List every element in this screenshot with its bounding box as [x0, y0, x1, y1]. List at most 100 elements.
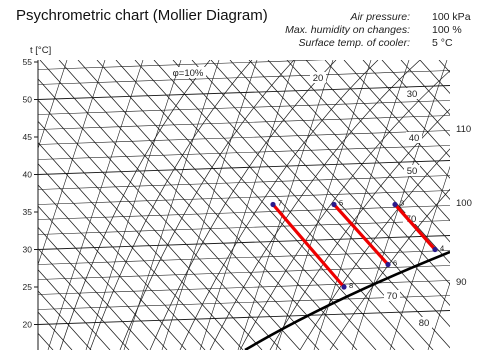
state-point-marker — [392, 201, 398, 208]
humidity-line — [161, 60, 258, 350]
chart-grid — [0, 60, 488, 350]
enthalpy-line — [343, 60, 450, 179]
isotherm-line — [38, 160, 450, 175]
humidity-line — [351, 60, 448, 350]
chart-labels: 20 30 40 50 70 70 80 φ=10% 110 100 90 — [170, 67, 472, 329]
state-point-label: 6 — [393, 259, 397, 268]
enthalpy-line — [38, 311, 73, 350]
enthalpy-line — [477, 60, 488, 350]
rh-label-bg — [416, 317, 432, 328]
y-tick-label: 45 — [23, 132, 33, 142]
enthalpy-line — [191, 60, 450, 349]
isotherm-line — [38, 100, 450, 115]
isotherm-line — [38, 190, 450, 205]
humidity-line — [275, 60, 372, 350]
enthalpy-line — [0, 60, 15, 350]
enthalpy-line — [38, 226, 149, 350]
air-pressure-label: Air pressure: — [350, 11, 410, 23]
y-tick-label: 35 — [23, 207, 33, 217]
rh-label: 20 — [313, 73, 324, 84]
isotherm-line — [38, 265, 450, 280]
cooler-temp-value: 5 °C — [432, 37, 453, 49]
y-tick-label: 55 — [23, 57, 33, 67]
y-tick-label: 30 — [23, 245, 33, 255]
humidity-line — [237, 60, 334, 350]
humidity-line — [313, 60, 410, 350]
relative-humidity-curve — [269, 108, 450, 350]
humidity-line — [123, 60, 220, 350]
isotherm-line — [38, 175, 450, 190]
max-humidity-label: Max. humidity on changes: — [285, 24, 410, 36]
state-point-marker — [270, 201, 276, 208]
enthalpy-line — [38, 184, 187, 350]
relative-humidity-curve — [59, 60, 211, 350]
state-point-marker — [385, 261, 391, 268]
state-point-label: 3 — [400, 199, 404, 208]
humidity-line — [85, 60, 182, 350]
state-point-label: 5 — [339, 199, 343, 208]
relative-humidity-curve — [179, 60, 379, 350]
relative-humidity-curve — [329, 188, 450, 350]
humidity-line — [427, 281, 450, 350]
rh-label-bg — [384, 290, 400, 301]
enthalpy-line — [381, 60, 450, 137]
enthalpy-line — [38, 163, 206, 350]
enthalpy-label: 90 — [456, 277, 467, 288]
humidity-line — [199, 60, 296, 350]
rh-label-bg — [406, 132, 422, 143]
enthalpy-line — [153, 60, 415, 350]
process-line — [393, 202, 437, 252]
relative-humidity-curve — [209, 60, 421, 350]
enthalpy-line — [38, 141, 225, 350]
isotherm-line — [38, 70, 450, 85]
cooler-temp-label: Surface temp. of cooler: — [298, 37, 410, 49]
enthalpy-line — [286, 60, 450, 243]
humidity-line — [38, 60, 68, 150]
enthalpy-line — [38, 290, 92, 350]
enthalpy-line — [324, 60, 450, 200]
isotherm-line — [38, 235, 450, 250]
chart-title: Psychrometric chart (Mollier Diagram) — [16, 7, 268, 24]
rh-label: 30 — [407, 89, 418, 100]
rh-label: 80 — [419, 318, 430, 329]
enthalpy-line — [38, 205, 168, 350]
state-point-marker — [341, 284, 347, 290]
enthalpy-line — [267, 60, 450, 264]
relative-humidity-curve — [89, 60, 253, 350]
enthalpy-label: 100 — [456, 198, 472, 209]
enthalpy-line — [77, 60, 339, 350]
process-line — [332, 202, 390, 267]
rh-label: 70 — [387, 291, 398, 302]
rh-main-label-bg — [170, 67, 206, 78]
enthalpy-label: 110 — [456, 124, 471, 135]
state-point-marker — [432, 246, 438, 253]
process-lines — [271, 202, 437, 289]
relative-humidity-curve — [239, 70, 450, 350]
isotherm-line — [38, 60, 327, 70]
enthalpy-line — [38, 78, 282, 350]
isotherm-line — [38, 310, 450, 325]
rh-label: 40 — [409, 133, 420, 144]
humidity-line — [389, 165, 450, 350]
humidity-line — [38, 60, 106, 266]
isotherm-line — [38, 145, 450, 160]
enthalpy-line — [210, 60, 450, 328]
rh-main-label: φ=10% — [173, 68, 204, 79]
y-tick-label: 40 — [23, 170, 33, 180]
enthalpy-line — [115, 60, 377, 350]
state-point-marker — [331, 201, 337, 208]
process-line — [271, 202, 346, 289]
enthalpy-line — [229, 60, 450, 306]
rh-label-bg — [404, 165, 420, 176]
rh-label-bg — [404, 88, 420, 99]
isotherm-line — [38, 115, 450, 130]
rh-label: 50 — [407, 166, 418, 177]
y-tick-label: 50 — [23, 95, 33, 105]
y-axis-ticks: 20 25 30 35 40 45 50 55 — [23, 57, 39, 350]
y-tick-label: 20 — [23, 320, 33, 330]
relative-humidity-curve — [119, 60, 295, 350]
isotherm-line — [38, 205, 450, 220]
rh-label: 70 — [406, 214, 417, 225]
